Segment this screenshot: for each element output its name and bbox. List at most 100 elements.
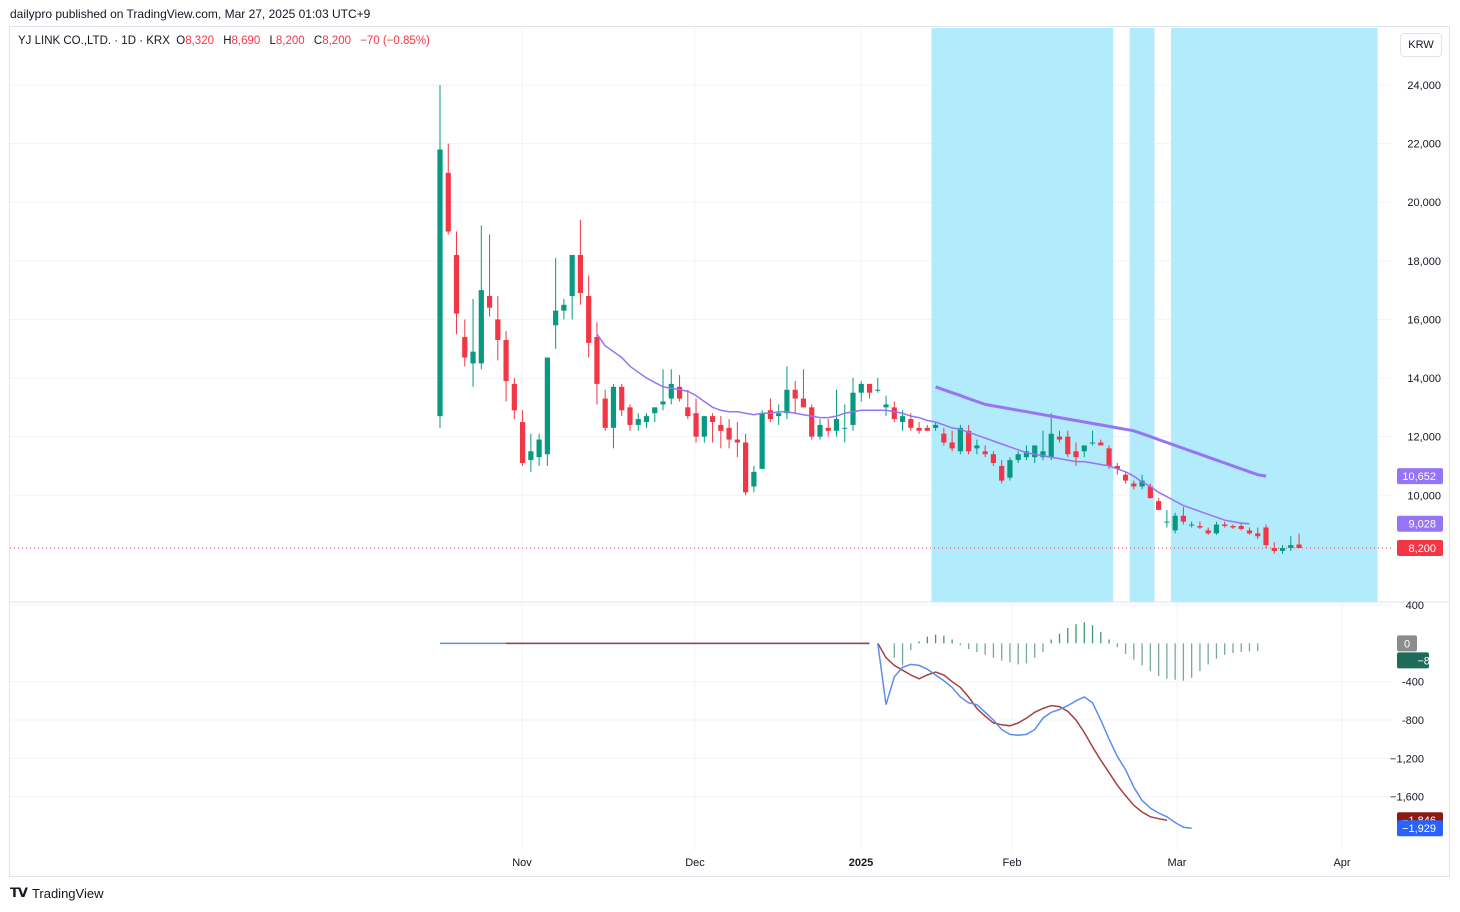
candle-body — [1296, 544, 1302, 548]
candle-body — [990, 454, 997, 464]
candle-body — [462, 337, 468, 358]
macd-tick-label: −1,600 — [1390, 792, 1424, 804]
macd-line — [877, 643, 1192, 829]
candle-body — [569, 254, 575, 296]
candle-body — [520, 421, 526, 464]
high-label: H — [223, 35, 232, 47]
ma-short-line — [596, 333, 1250, 525]
badge-ma-short-text: 9,028 — [1408, 519, 1436, 531]
candle-body — [1230, 526, 1236, 528]
candle-body — [1015, 454, 1021, 461]
candle-body — [561, 304, 567, 311]
candle-body — [685, 407, 691, 417]
candle-body — [503, 339, 509, 381]
brand-name: TradingView — [31, 885, 104, 901]
candle-body — [619, 386, 625, 411]
currency-button[interactable]: KRW — [1400, 33, 1442, 57]
candle-body — [809, 407, 815, 437]
time-tick-label: Feb — [1003, 857, 1022, 869]
candle-body — [1279, 548, 1286, 551]
candle-body — [577, 254, 584, 294]
open-value: 8,320 — [185, 35, 214, 47]
candle-body — [1238, 526, 1244, 529]
candle-body — [1114, 465, 1120, 469]
candle-body — [437, 149, 443, 417]
candle-body — [643, 416, 650, 422]
badge-macd-last-bg — [1397, 820, 1443, 837]
badge-last-price-text: 8,200 — [1408, 543, 1436, 555]
price-tick-label: 22,000 — [1407, 139, 1441, 151]
candle-body — [1197, 526, 1203, 528]
time-tick-label: 2025 — [849, 857, 873, 869]
badge-hist-zero: 0 — [1397, 635, 1417, 652]
highlight-zone — [1171, 28, 1378, 602]
candle-body — [1032, 445, 1038, 458]
candle-body — [982, 451, 988, 455]
candle-body — [602, 398, 608, 428]
candle-body — [1255, 533, 1261, 537]
macd-gridlines — [10, 604, 1392, 798]
time-tick-label: Dec — [685, 857, 705, 869]
candle-body — [1180, 515, 1186, 522]
candle-body — [941, 433, 947, 443]
candle-body — [866, 383, 873, 393]
footer-brand: 𝗧𝗩 TradingView — [10, 885, 103, 901]
candle-body — [743, 442, 749, 493]
candle-body — [701, 416, 707, 437]
candle-body — [800, 398, 807, 408]
candle-body — [627, 407, 633, 425]
candle-body — [486, 295, 493, 308]
close-value: 8,200 — [322, 35, 351, 47]
candle-body — [1288, 545, 1294, 548]
candle-body — [1023, 451, 1030, 458]
highlight-zone — [931, 28, 1114, 602]
candle-body — [635, 419, 641, 425]
candle-body — [610, 386, 617, 428]
time-axis-labels: Nov Dec 2025 Feb Mar Apr — [512, 857, 1351, 869]
candle-body — [957, 427, 963, 452]
badge-ma-long-text: 10,652 — [1402, 471, 1436, 483]
candle-body — [1189, 524, 1195, 526]
chart-frame — [9, 26, 1450, 877]
price-tick-label: 24,000 — [1407, 80, 1441, 92]
candle-body — [966, 430, 972, 452]
badge-last-price: 8,200 — [1397, 540, 1443, 556]
candle-body — [511, 383, 517, 411]
change-value: −70 (−0.85%) — [360, 35, 430, 47]
tradingview-logo-icon: 𝗧𝗩 — [10, 885, 28, 900]
candle-body — [1007, 460, 1013, 478]
candle-body — [709, 416, 716, 422]
candle-body — [1098, 442, 1104, 446]
candle-body — [1131, 483, 1137, 487]
price-tick-label: 20,000 — [1407, 197, 1441, 209]
candle-body — [875, 389, 881, 391]
candle-body — [883, 404, 889, 408]
candle-body — [776, 413, 782, 417]
symbol-legend: YJ LINK CO.,LTD. · 1D · KRX O8,320 H8,69… — [18, 35, 436, 47]
published-note: dailypro published on TradingView.com, M… — [10, 7, 371, 21]
signal-line — [877, 642, 1168, 821]
candle-body — [1106, 448, 1112, 466]
macd-histogram — [893, 622, 1259, 681]
candle-body — [726, 427, 732, 440]
badge-hist-last-text: −82 — [1417, 655, 1436, 667]
candle-body — [825, 427, 831, 431]
price-gridlines — [10, 84, 1392, 496]
candle-body — [544, 357, 550, 455]
badge-hist-zero-bg — [1397, 635, 1417, 652]
badge-ma-long: 10,652 — [1397, 468, 1443, 485]
candle-body — [660, 401, 666, 405]
low-label: L — [269, 35, 276, 47]
candles — [437, 85, 1302, 554]
highlight-zones — [931, 28, 1378, 602]
price-tick-label: 14,000 — [1407, 373, 1441, 385]
candle-body — [1147, 486, 1153, 499]
candle-body — [1213, 524, 1220, 534]
candle-body — [817, 424, 823, 437]
candle-body — [908, 419, 914, 428]
candle-body — [1040, 451, 1046, 458]
candle-body — [759, 413, 765, 469]
macd-axis-labels: 400 -400 -800 −1,200 −1,600 — [1390, 600, 1424, 804]
open-label: O — [176, 35, 186, 47]
